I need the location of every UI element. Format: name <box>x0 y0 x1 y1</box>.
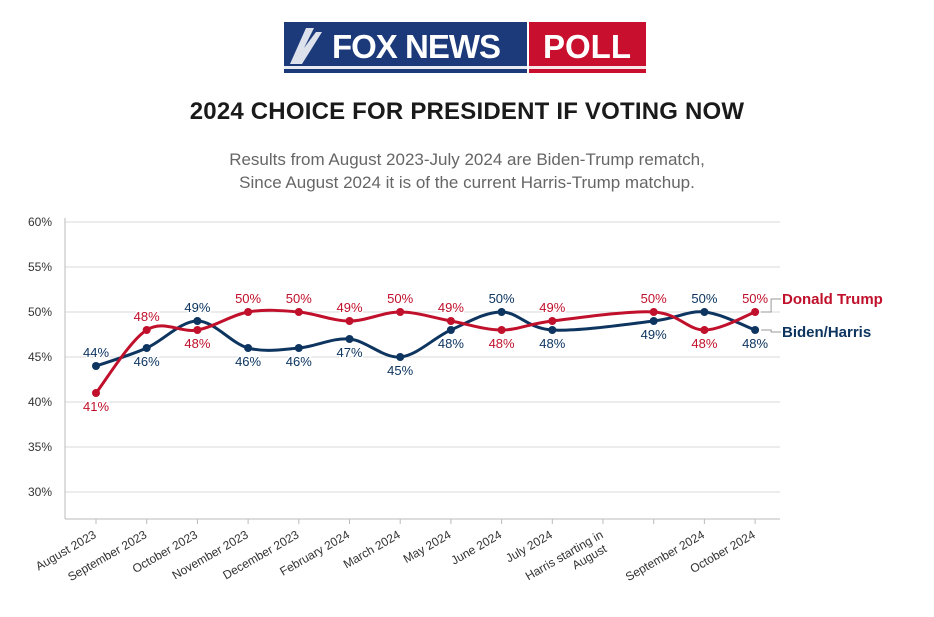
data-point-trump <box>396 308 405 316</box>
data-label-biden-harris: 48% <box>742 336 768 351</box>
legend-leader-line <box>761 298 782 313</box>
legend-leader-line <box>761 329 782 333</box>
logo-brand-text: FOX NEWS <box>332 28 500 65</box>
data-label-biden-harris: 46% <box>235 354 261 369</box>
legend: Donald Trump Biden/Harris <box>761 291 883 341</box>
y-tick-label: 60% <box>28 215 52 229</box>
x-tick-label: May 2024 <box>401 527 454 566</box>
data-point-biden-harris <box>497 308 506 316</box>
data-point-biden-harris <box>244 344 253 352</box>
data-label-trump: 48% <box>691 336 717 351</box>
x-tick-label: June 2024 <box>449 527 505 567</box>
data-point-trump <box>345 317 354 325</box>
data-label-biden-harris: 46% <box>134 354 160 369</box>
data-point-trump <box>92 389 100 397</box>
legend-label-biden-harris: Biden/Harris <box>782 324 871 341</box>
data-point-biden-harris <box>345 335 354 343</box>
legend-label-trump: Donald Trump <box>782 291 883 308</box>
data-label-biden-harris: 48% <box>438 336 464 351</box>
x-tick-label: March 2024 <box>341 527 403 571</box>
data-point-trump <box>700 326 709 334</box>
gridlines <box>65 221 780 493</box>
data-point-biden-harris <box>142 344 151 352</box>
data-point-biden-harris <box>700 308 709 316</box>
data-point-trump <box>497 326 506 334</box>
data-point-trump <box>193 326 202 334</box>
data-label-trump: 50% <box>387 291 413 306</box>
data-label-biden-harris: 47% <box>336 345 362 360</box>
data-label-biden-harris: 48% <box>539 336 565 351</box>
data-point-trump <box>446 317 455 325</box>
y-tick-label: 45% <box>28 350 52 364</box>
data-label-trump: 41% <box>83 399 109 414</box>
data-label-trump: 48% <box>489 336 515 351</box>
data-point-biden-harris <box>396 353 405 361</box>
data-label-biden-harris: 50% <box>691 291 717 306</box>
y-tick-label: 40% <box>28 395 52 409</box>
data-label-biden-harris: 50% <box>489 291 515 306</box>
data-point-trump <box>142 326 151 334</box>
data-label-biden-harris: 49% <box>184 300 210 315</box>
y-tick-label: 50% <box>28 305 52 319</box>
series-lines <box>92 308 760 397</box>
data-label-trump: 49% <box>438 300 464 315</box>
subtitle-line-1: Results from August 2023-July 2024 are B… <box>229 150 705 169</box>
data-point-biden-harris <box>193 317 202 325</box>
data-point-biden-harris <box>649 317 658 325</box>
data-label-biden-harris: 44% <box>83 345 109 360</box>
data-label-trump: 48% <box>134 309 160 324</box>
data-point-biden-harris <box>446 326 455 334</box>
data-label-trump: 48% <box>184 336 210 351</box>
data-point-trump <box>294 308 303 316</box>
data-label-trump: 49% <box>336 300 362 315</box>
data-point-biden-harris <box>751 326 760 334</box>
page-title: 2024 CHOICE FOR PRESIDENT IF VOTING NOW <box>189 98 745 125</box>
data-point-trump <box>244 308 253 316</box>
data-label-biden-harris: 49% <box>641 327 667 342</box>
y-tick-label: 30% <box>28 485 52 499</box>
data-label-trump: 50% <box>742 291 768 306</box>
data-point-biden-harris <box>92 362 100 370</box>
data-label-trump: 49% <box>539 300 565 315</box>
y-tick-label: 35% <box>28 440 52 454</box>
data-point-biden-harris <box>294 344 303 352</box>
data-point-trump <box>548 317 557 325</box>
axes: 30%35%40%45%50%55%60%August 2023Septembe… <box>28 215 780 584</box>
data-labels: 41% 44% 48% 46% 48% 49% 50% 46% 50% 46% 49% 47% 50% 4… <box>81 290 770 416</box>
data-label-biden-harris: 46% <box>286 354 312 369</box>
data-point-trump <box>649 308 658 316</box>
fox-news-poll-logo: FOX NEWS POLL <box>284 22 646 73</box>
data-label-trump: 50% <box>235 291 261 306</box>
data-point-trump <box>751 308 760 316</box>
data-label-biden-harris: 45% <box>387 363 413 378</box>
y-tick-label: 55% <box>28 260 52 274</box>
logo-poll-text: POLL <box>543 28 631 65</box>
subtitle-line-2: Since August 2024 it is of the current H… <box>239 173 695 192</box>
data-label-trump: 50% <box>641 291 667 306</box>
data-label-trump: 50% <box>286 291 312 306</box>
data-point-biden-harris <box>548 326 557 334</box>
